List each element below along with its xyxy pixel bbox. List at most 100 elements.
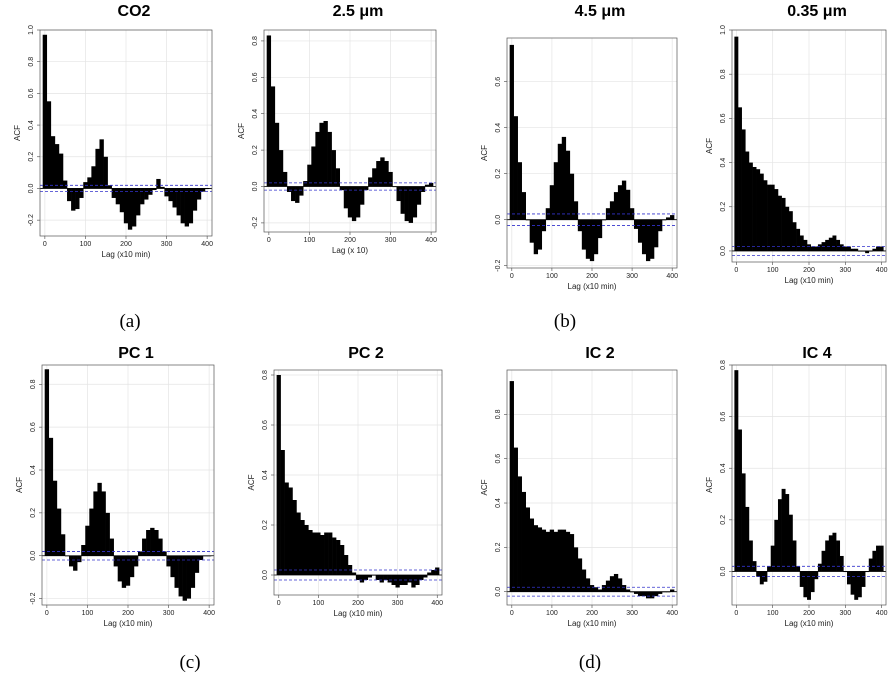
y-axis-label: ACF bbox=[237, 123, 246, 139]
x-axis-label: Lag (x10 min) bbox=[785, 619, 834, 628]
y-tick-label: 0.6 bbox=[495, 77, 502, 87]
y-tick-label: 0.4 bbox=[720, 158, 727, 168]
acf-bar bbox=[609, 201, 615, 220]
acf-bar bbox=[597, 219, 603, 239]
acf-bar bbox=[419, 575, 424, 580]
y-tick-label: 0.8 bbox=[30, 379, 37, 389]
acf-bar bbox=[312, 532, 317, 575]
acf-bar bbox=[670, 589, 675, 592]
acf-bar bbox=[131, 188, 137, 227]
y-tick-label: 0.4 bbox=[720, 463, 727, 473]
y-tick-label: 0.2 bbox=[262, 520, 269, 530]
x-tick-label: 100 bbox=[80, 241, 92, 248]
acf-bar bbox=[792, 540, 797, 572]
acf-bar bbox=[332, 537, 337, 575]
acf-bar bbox=[160, 186, 165, 189]
acf-bar bbox=[803, 239, 808, 251]
acf-bar bbox=[734, 36, 739, 251]
chart-title: CO2 bbox=[118, 3, 151, 20]
acf-bar bbox=[767, 184, 772, 251]
acf-bar bbox=[557, 529, 563, 592]
acf-bar bbox=[336, 540, 341, 575]
acf-bar bbox=[355, 186, 361, 218]
acf-bar bbox=[857, 571, 862, 598]
x-tick-label: 200 bbox=[344, 237, 356, 244]
acf-bar bbox=[62, 180, 68, 189]
acf-bar bbox=[658, 591, 663, 594]
y-tick-label: 0.0 bbox=[495, 215, 502, 225]
acf-bar bbox=[781, 488, 786, 572]
acf-bar bbox=[597, 589, 603, 592]
chart-title: 4.5 μm bbox=[575, 3, 626, 20]
plot-frame bbox=[39, 29, 213, 237]
acf-bar bbox=[653, 591, 659, 597]
acf-bar bbox=[879, 246, 884, 251]
acf-bar bbox=[115, 188, 121, 205]
acf-bar bbox=[854, 248, 859, 251]
acf-bar bbox=[641, 591, 647, 597]
acf-bar bbox=[127, 188, 133, 230]
chart-title: PC 1 bbox=[118, 345, 154, 362]
acf-bar bbox=[288, 487, 293, 575]
acf-bar bbox=[416, 186, 422, 205]
acf-bar bbox=[759, 173, 764, 251]
acf-bar bbox=[796, 228, 801, 251]
acf-bar bbox=[796, 566, 801, 572]
acf-bar bbox=[91, 166, 96, 189]
acf-bar bbox=[194, 555, 200, 573]
acf-bar bbox=[517, 162, 522, 220]
acf-bar bbox=[339, 186, 345, 191]
acf-bar bbox=[836, 540, 841, 572]
x-tick-label: 100 bbox=[313, 600, 325, 607]
acf-bar bbox=[166, 555, 171, 567]
y-axis-label: ACF bbox=[705, 138, 714, 154]
x-axis-label: Lag (x10 min) bbox=[104, 619, 153, 628]
y-tick-label: 0.4 bbox=[30, 465, 37, 475]
acf-bar bbox=[404, 186, 409, 222]
acf-bar bbox=[379, 575, 384, 583]
acf-bar bbox=[270, 86, 276, 187]
y-axis-label: ACF bbox=[15, 477, 24, 493]
acf-bar bbox=[431, 570, 436, 575]
acf-bar bbox=[785, 494, 790, 572]
x-tick-label: 400 bbox=[201, 241, 213, 248]
x-tick-label: 300 bbox=[839, 267, 851, 274]
acf-bar bbox=[170, 555, 175, 578]
acf-bar bbox=[154, 530, 159, 556]
acf-bar bbox=[581, 219, 587, 250]
acf-bar bbox=[593, 587, 599, 592]
acf-bar bbox=[649, 591, 655, 599]
acf-bar bbox=[54, 144, 60, 189]
acf-bar bbox=[633, 591, 639, 594]
acf-bar bbox=[649, 219, 655, 259]
acf-bar bbox=[284, 482, 289, 575]
acf-bar bbox=[73, 555, 78, 571]
acf-bar bbox=[50, 136, 56, 189]
acf-bar bbox=[424, 184, 430, 187]
x-tick-label: 0 bbox=[510, 610, 514, 617]
acf-bar bbox=[814, 246, 819, 251]
x-tick-label: 400 bbox=[666, 273, 678, 280]
acf-bar bbox=[60, 534, 66, 556]
y-tick-label: 0.8 bbox=[495, 409, 502, 419]
y-tick-label: 0.0 bbox=[28, 183, 35, 193]
acf-bar bbox=[633, 219, 639, 229]
acf-bar bbox=[810, 571, 815, 593]
acf-bar bbox=[75, 188, 80, 210]
acf-bar bbox=[188, 188, 194, 224]
acf-bar bbox=[529, 219, 535, 243]
acf-bar bbox=[99, 139, 104, 189]
acf-bar bbox=[573, 201, 579, 220]
acf-bar bbox=[585, 219, 591, 259]
acf-bar bbox=[412, 186, 418, 218]
x-axis-label: Lag (x10 min) bbox=[568, 619, 617, 628]
acf-bar bbox=[351, 186, 357, 222]
acf-bar bbox=[291, 186, 296, 202]
y-tick-label: 0.0 bbox=[262, 570, 269, 580]
acf-bar bbox=[774, 519, 779, 572]
acf-bar bbox=[343, 186, 349, 209]
x-tick-label: 0 bbox=[45, 610, 49, 617]
acf-bar bbox=[184, 188, 190, 227]
x-tick-label: 300 bbox=[839, 610, 851, 617]
y-tick-label: 0.2 bbox=[30, 508, 37, 518]
